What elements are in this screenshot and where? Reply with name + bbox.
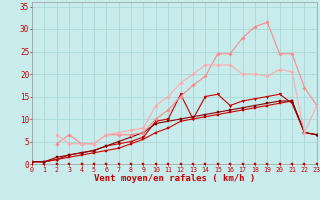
X-axis label: Vent moyen/en rafales ( km/h ): Vent moyen/en rafales ( km/h ) (94, 174, 255, 183)
